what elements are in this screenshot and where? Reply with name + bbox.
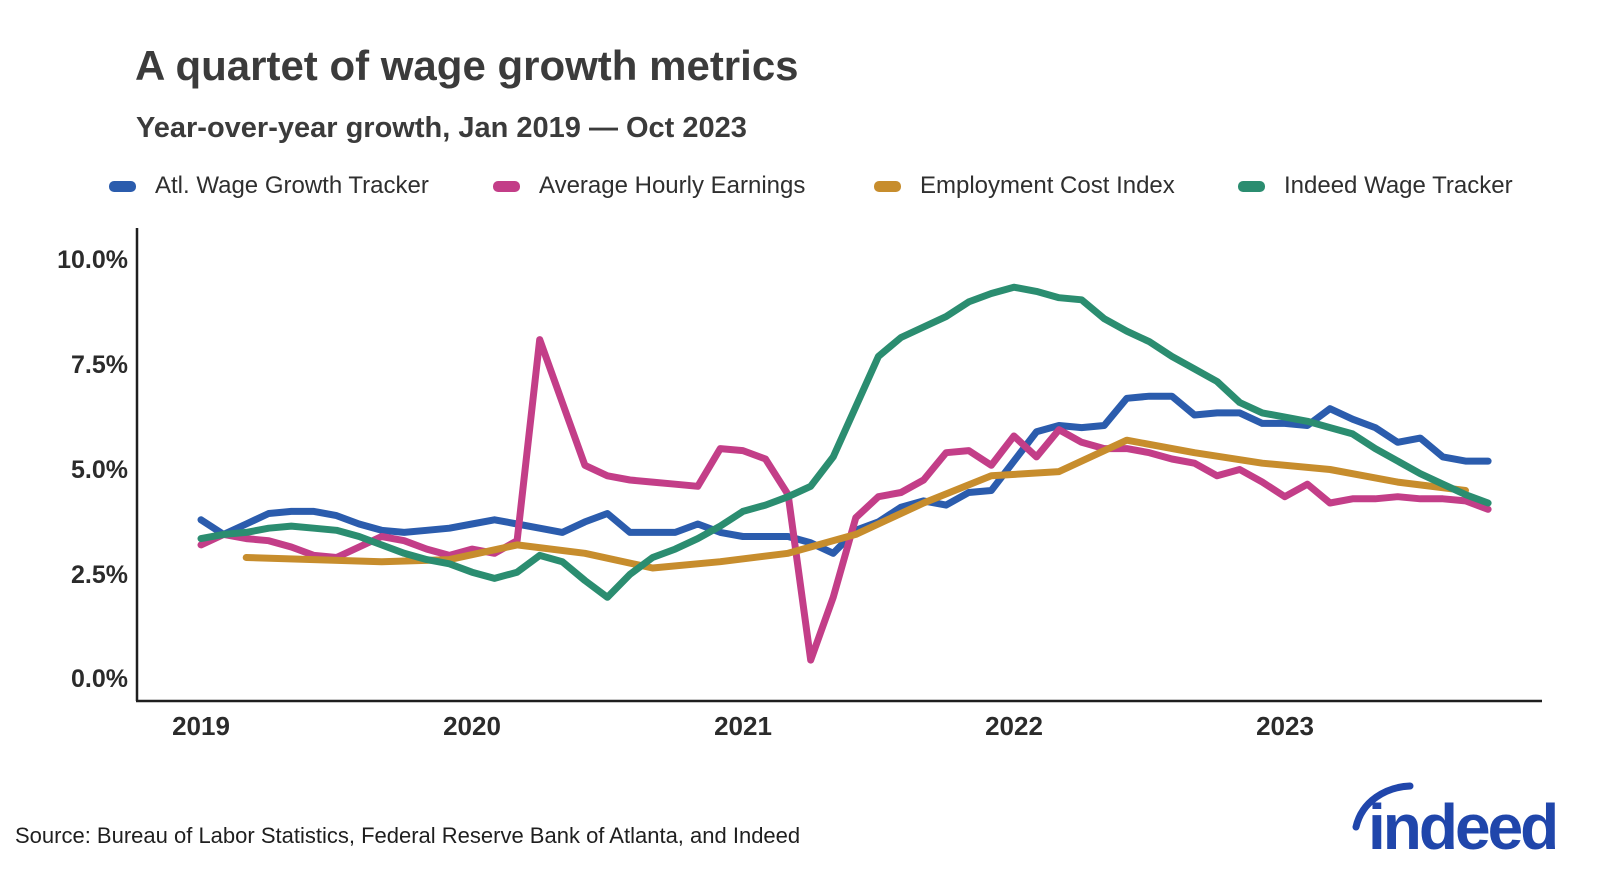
legend-item-indeed-wage-tracker: Indeed Wage Tracker: [1238, 172, 1513, 199]
y-axis-label-0: 0.0%: [71, 665, 128, 693]
legend-swatch-green-icon: [1238, 180, 1265, 192]
legend-label: Average Hourly Earnings: [539, 172, 806, 199]
x-axis-label-2021: 2021: [714, 711, 772, 741]
logo-swoosh-icon: [1352, 782, 1414, 831]
x-axis-label-2019: 2019: [172, 711, 230, 741]
series-line-employment-cost-index: [242, 436, 1469, 572]
series-line-indeed-wage-tracker: [197, 283, 1492, 601]
logo-text: indeed: [1368, 791, 1556, 863]
legend-swatch-pink-icon: [493, 180, 520, 192]
series-line-average-hourly-earnings: [197, 336, 1492, 664]
y-axis-label-5: 5.0%: [71, 456, 128, 484]
x-axis-label-2020: 2020: [443, 711, 501, 741]
chart-title: A quartet of wage growth metrics: [135, 42, 799, 89]
legend-swatch-orange-icon: [874, 180, 901, 192]
chart-subtitle: Year-over-year growth, Jan 2019 — Oct 20…: [136, 112, 747, 144]
legend-swatch-blue-icon: [109, 180, 136, 192]
legend-label: Atl. Wage Growth Tracker: [155, 172, 429, 199]
x-axis-label-2022: 2022: [985, 711, 1043, 741]
legend: Atl. Wage Growth Tracker Average Hourly …: [0, 172, 1600, 201]
x-axis-label-2023: 2023: [1256, 711, 1314, 741]
legend-item-employment-cost-index: Employment Cost Index: [874, 172, 1175, 199]
y-axis-label-2-5: 2.5%: [71, 561, 128, 589]
legend-label: Indeed Wage Tracker: [1284, 172, 1513, 199]
y-axis-label-7-5: 7.5%: [71, 351, 128, 379]
legend-item-atl-wage-growth-tracker: Atl. Wage Growth Tracker: [109, 172, 429, 199]
series-line-atl-wage-growth-tracker: [197, 392, 1492, 557]
legend-item-average-hourly-earnings: Average Hourly Earnings: [493, 172, 806, 199]
legend-label: Employment Cost Index: [920, 172, 1175, 199]
indeed-logo: indeed: [1352, 782, 1559, 863]
y-axis-label-10: 10.0%: [57, 246, 128, 274]
source-text: Source: Bureau of Labor Statistics, Fede…: [15, 823, 801, 848]
